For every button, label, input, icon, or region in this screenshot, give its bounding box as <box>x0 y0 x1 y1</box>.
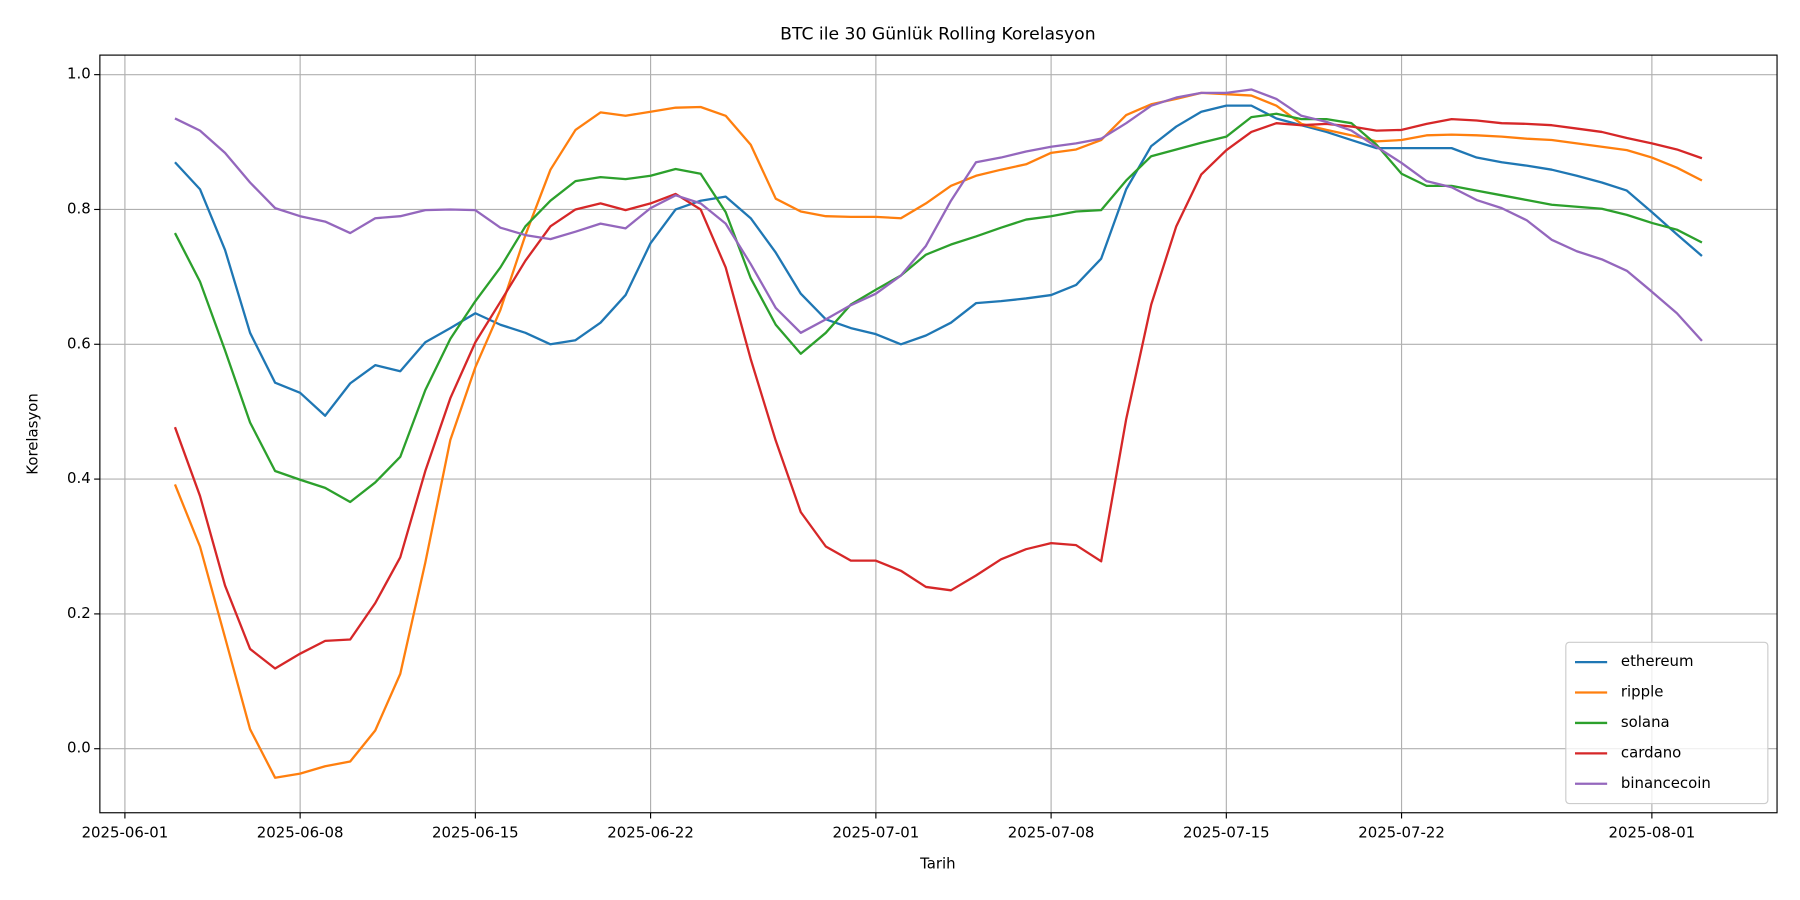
y-tick-label: 1.0 <box>67 65 91 83</box>
series-line <box>174 104 1703 417</box>
x-tick-label: 2025-07-01 <box>833 823 920 841</box>
chart-title: BTC ile 30 Günlük Rolling Korelasyon <box>780 24 1095 44</box>
x-tick-label: 2025-07-08 <box>1008 823 1095 841</box>
legend-label: solana <box>1621 713 1670 731</box>
y-axis-label: Korelasyon <box>23 393 41 475</box>
y-tick-label: 0.8 <box>67 199 91 217</box>
x-tick-label: 2025-06-01 <box>82 823 169 841</box>
series-line <box>173 112 1703 504</box>
legend-box <box>1565 641 1769 805</box>
x-tick-label: 2025-06-22 <box>607 823 694 841</box>
legend: ethereum ripple solana cardano binancecoin <box>1565 641 1769 805</box>
y-tick-label: 0.6 <box>67 334 91 352</box>
series-line <box>173 91 1703 779</box>
legend-label: binancecoin <box>1621 774 1711 792</box>
legend-label: ripple <box>1621 683 1664 701</box>
plot-frame <box>99 54 1778 814</box>
y-tick-label: 0.2 <box>67 604 91 622</box>
y-tick-label: 0.4 <box>67 469 91 487</box>
y-tick-label: 0.0 <box>67 739 91 757</box>
x-tick-label: 2025-06-15 <box>432 823 519 841</box>
x-tick-label: 2025-07-15 <box>1183 823 1270 841</box>
legend-label: cardano <box>1621 743 1681 761</box>
x-tick-label: 2025-06-08 <box>257 823 344 841</box>
x-tick-label: 2025-08-01 <box>1609 823 1696 841</box>
series-line <box>174 88 1703 342</box>
legend-label: ethereum <box>1621 652 1694 670</box>
x-tick-label: 2025-07-22 <box>1358 823 1445 841</box>
series-line <box>173 117 1703 670</box>
x-axis-label: Tarih <box>919 854 955 872</box>
